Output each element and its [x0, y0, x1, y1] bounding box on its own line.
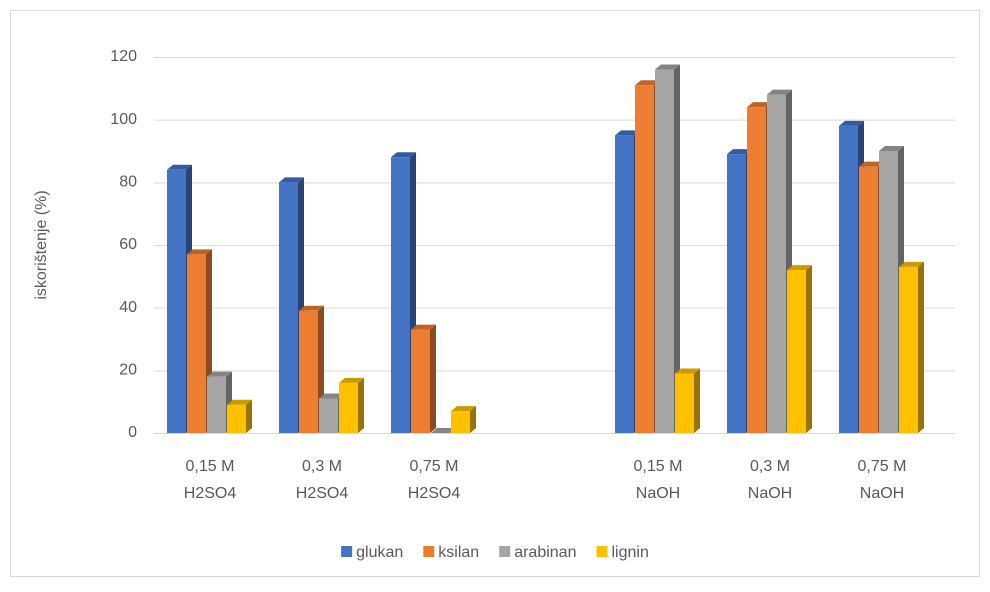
bar	[615, 135, 634, 434]
bar-top	[899, 261, 924, 267]
bar-top	[167, 164, 192, 170]
bar	[655, 69, 674, 434]
bar	[879, 151, 898, 433]
y-axis-title: iskorištenje (%)	[33, 190, 50, 299]
y-tick-label: 40	[119, 299, 137, 316]
bar-top	[339, 377, 364, 383]
x-tick-label: H2SO4	[184, 485, 237, 502]
bar	[167, 169, 186, 434]
x-tick-label: 0,3 M	[750, 458, 790, 475]
bar-top	[635, 80, 660, 86]
x-tick-label: 0,15 M	[186, 458, 235, 475]
bar	[635, 85, 654, 433]
bar-top	[451, 406, 476, 412]
y-tick-label: 100	[110, 111, 137, 128]
bar-top	[187, 249, 212, 255]
bar-top	[747, 102, 772, 108]
bar-top	[859, 161, 884, 167]
bar-top	[879, 146, 904, 151]
bar	[391, 157, 410, 433]
y-tick-label: 60	[119, 236, 137, 253]
x-tick-label: H2SO4	[296, 485, 349, 502]
bar	[227, 404, 246, 433]
legend-label: arabinan	[514, 544, 576, 561]
bar-side	[806, 265, 812, 433]
bar	[207, 376, 226, 433]
bar	[787, 270, 806, 433]
legend-swatch	[423, 546, 435, 557]
bar	[747, 107, 766, 433]
x-tick-label: 0,3 M	[302, 458, 342, 475]
legend-swatch	[341, 546, 353, 557]
bar-top	[839, 120, 864, 126]
bar-top	[299, 305, 324, 311]
bar-top	[727, 149, 752, 155]
bar-side	[358, 377, 364, 433]
bar-top	[615, 130, 640, 136]
x-tick-label: 0,15 M	[634, 458, 683, 475]
bar	[339, 382, 358, 433]
chart-border	[10, 10, 980, 577]
bar	[767, 94, 786, 433]
bar	[187, 254, 206, 433]
bar	[859, 166, 878, 433]
y-tick-label: 20	[119, 362, 137, 379]
legend-label: glukan	[356, 544, 403, 561]
x-tick-label: NaOH	[748, 485, 792, 502]
bar-side	[918, 261, 924, 433]
bar	[451, 411, 470, 433]
bar-top	[391, 152, 416, 158]
legend-label: ksilan	[438, 544, 479, 561]
x-tick-label: 0,75 M	[858, 458, 907, 475]
bar	[299, 310, 318, 433]
bar-top	[411, 324, 436, 330]
bar-side	[674, 64, 680, 434]
bar-top	[767, 89, 792, 95]
bar	[279, 182, 298, 433]
bar-top	[279, 177, 304, 183]
bar	[675, 373, 694, 433]
bar	[319, 398, 338, 433]
x-tick-label: H2SO4	[408, 485, 461, 502]
bar	[839, 125, 858, 433]
bar-top	[207, 371, 232, 377]
legend-swatch	[596, 546, 608, 557]
bar	[727, 154, 746, 433]
y-tick-label: 0	[128, 424, 137, 441]
bar-top	[675, 368, 700, 374]
x-tick-label: NaOH	[636, 485, 680, 502]
legend-swatch	[499, 546, 511, 557]
bar-side	[470, 406, 476, 433]
y-tick-label: 80	[119, 174, 137, 191]
legend-label: lignin	[611, 544, 648, 561]
x-tick-label: 0,75 M	[410, 458, 459, 475]
bar-top	[787, 265, 812, 271]
bar	[411, 329, 430, 433]
x-tick-label: NaOH	[860, 485, 904, 502]
bar-top	[319, 393, 344, 399]
bar-side	[694, 368, 700, 433]
bar-side	[430, 324, 436, 433]
bar-top	[431, 428, 456, 433]
bar-top	[227, 399, 252, 405]
bar	[899, 266, 918, 433]
bar-side	[246, 399, 252, 433]
y-tick-label: 120	[110, 48, 137, 65]
bar-top	[655, 64, 680, 70]
